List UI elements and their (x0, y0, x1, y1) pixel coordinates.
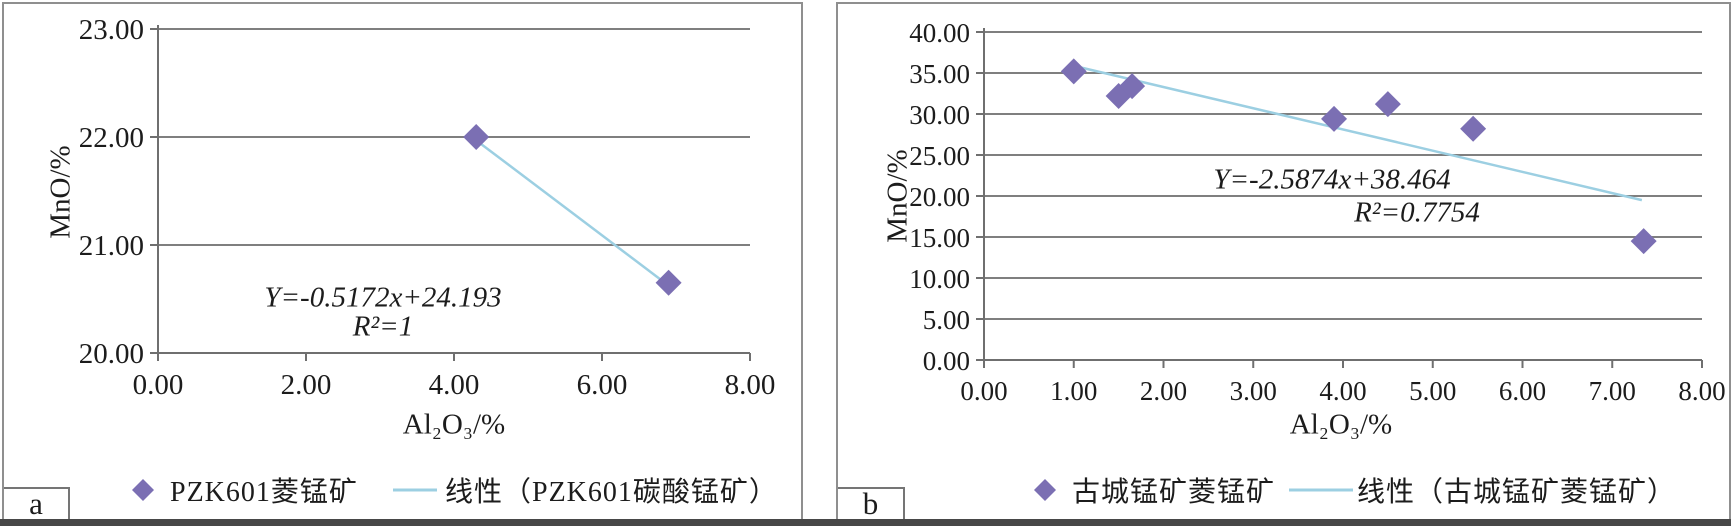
data-point-marker (463, 124, 490, 150)
x-tick-label: 8.00 (725, 369, 776, 401)
trendline (1077, 65, 1643, 202)
x-tick-label: 7.00 (1589, 376, 1636, 406)
data-point-marker (1630, 228, 1657, 255)
chart-b-trend-equation: Y=-2.5874x+38.464 (1213, 163, 1451, 196)
chart-b-legend-trendline-sample (1289, 488, 1353, 492)
chart-a-x-axis-title: Al₂O₃/% (402, 408, 506, 441)
x-tick-label: 6.00 (577, 369, 628, 401)
y-tick-label: 10.00 (909, 264, 970, 294)
chart-a-legend-trendline-sample (393, 488, 437, 492)
chart-b-r-squared: R²=0.7754 (1354, 196, 1480, 229)
chart-a-legend-marker-icon (132, 479, 154, 501)
data-point-marker (1060, 58, 1087, 85)
x-tick-label: 4.00 (429, 369, 480, 401)
chart-b-legend: 古城锰矿菱锰矿 线性（古城锰矿菱锰矿） (838, 473, 1729, 508)
chart-a-trend-equation: Y=-0.5172x+24.193 (264, 281, 502, 314)
panel-a: 20.00 21.00 22.00 23.00 0.00 2.00 4.00 6.00 8.00… (2, 2, 803, 521)
y-tick-label: 30.00 (909, 100, 970, 130)
data-point-marker (1119, 73, 1146, 100)
y-tick-label: 21.00 (79, 230, 144, 262)
panel-b-label-box: b (838, 486, 905, 521)
trendline (476, 140, 668, 286)
data-point-marker (1460, 115, 1487, 142)
chart-a-legend: PZK601菱锰矿 线性（PZK601碳酸锰矿） (4, 473, 801, 508)
chart-a-r-squared: R²=1 (352, 310, 414, 343)
x-tick-label: 5.00 (1409, 376, 1456, 406)
data-point-marker (1374, 91, 1401, 118)
data-point-marker (1321, 105, 1348, 132)
chart-b-legend-series-label: 古城锰矿菱锰矿 (1072, 477, 1276, 508)
x-tick-label: 2.00 (1140, 376, 1187, 406)
chart-b-x-axis-title: Al₂O₃/% (1289, 408, 1393, 441)
panel-a-label: a (29, 486, 43, 521)
chart-a-plot-area: 20.00 21.00 22.00 23.00 0.00 2.00 4.00 6.00 8.00 (79, 14, 776, 401)
y-tick-label: 23.00 (79, 14, 144, 46)
chart-b-legend-trend-label: 线性（古城锰矿菱锰矿） (1357, 477, 1677, 508)
y-tick-label: 25.00 (909, 141, 970, 171)
figure-bottom-border (0, 519, 1731, 526)
x-tick-label: 3.00 (1230, 376, 1277, 406)
y-tick-label: 5.00 (923, 305, 970, 335)
y-tick-label: 20.00 (909, 182, 970, 212)
chart-a-legend-trend-label: 线性（PZK601碳酸锰矿） (445, 477, 778, 508)
chart-b-legend-marker-icon (1034, 479, 1056, 501)
y-tick-label: 20.00 (79, 338, 144, 370)
x-tick-label: 0.00 (960, 376, 1007, 406)
y-tick-label: 40.00 (909, 18, 970, 48)
x-tick-label: 1.00 (1050, 376, 1097, 406)
y-tick-label: 0.00 (923, 346, 970, 376)
x-tick-label: 4.00 (1319, 376, 1366, 406)
y-tick-label: 35.00 (909, 59, 970, 89)
panel-b-label: b (862, 486, 879, 521)
x-tick-label: 2.00 (281, 369, 332, 401)
x-tick-label: 0.00 (133, 369, 184, 401)
chart-a-legend-series-label: PZK601菱锰矿 (170, 477, 358, 508)
panel-a-label-box: a (4, 486, 70, 521)
chart-b-plot-area: 0.00 5.00 10.00 15.00 20.00 25.00 30.00 35.00 40… (909, 18, 1725, 406)
x-tick-label: 6.00 (1499, 376, 1546, 406)
chart-b-y-axis-title: MnO/% (881, 149, 914, 243)
y-tick-label: 22.00 (79, 122, 144, 154)
panel-b: 0.00 5.00 10.00 15.00 20.00 25.00 30.00 35.00 40… (836, 2, 1731, 521)
chart-a-y-axis-title: MnO/% (44, 145, 77, 239)
x-tick-label: 8.00 (1678, 376, 1725, 406)
y-tick-label: 15.00 (909, 223, 970, 253)
data-point-marker (655, 269, 682, 296)
